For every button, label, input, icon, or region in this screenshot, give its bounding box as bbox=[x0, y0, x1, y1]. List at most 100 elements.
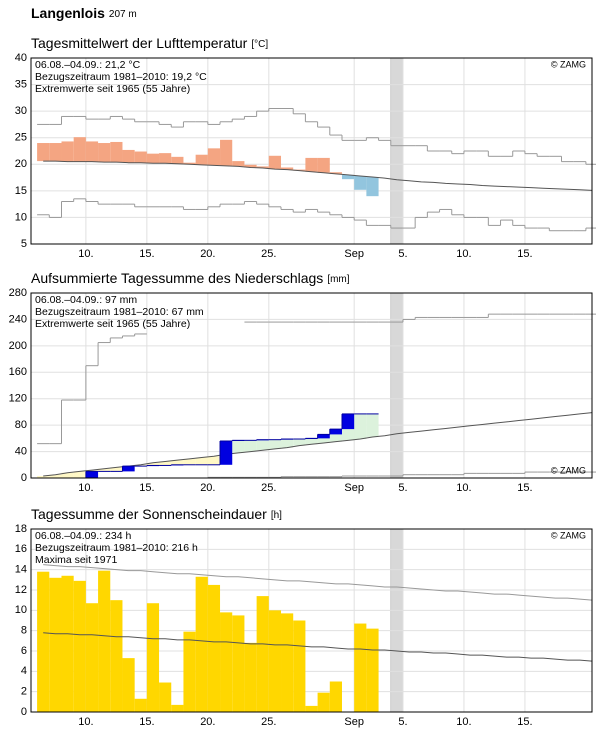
x-tick-label: 10. bbox=[456, 482, 471, 494]
y-tick-label: 14 bbox=[15, 564, 27, 576]
bar bbox=[232, 615, 245, 712]
bar bbox=[366, 628, 379, 712]
deviation-area bbox=[159, 461, 172, 466]
y-tick-label: 8 bbox=[21, 625, 27, 637]
shaded-band bbox=[390, 57, 404, 245]
deviation-area bbox=[61, 472, 74, 478]
y-tick-label: 15 bbox=[15, 185, 27, 197]
x-tick-label: 10. bbox=[78, 482, 93, 494]
bar bbox=[317, 692, 330, 712]
x-tick-label: 5. bbox=[398, 716, 407, 728]
info-line: 06.08.–04.09.: 234 h bbox=[35, 530, 131, 542]
deviation-area bbox=[85, 470, 99, 472]
bar bbox=[134, 698, 147, 712]
title-text: Aufsummierte Tagessumme des Niederschlag… bbox=[31, 270, 323, 286]
anomaly-bar bbox=[49, 143, 62, 162]
anomaly-bar bbox=[293, 169, 306, 171]
deviation-area bbox=[207, 456, 221, 465]
x-tick-label: 15. bbox=[139, 716, 154, 728]
shaded-band bbox=[390, 292, 404, 479]
x-tick-label: 20. bbox=[200, 248, 215, 260]
deviation-area bbox=[146, 462, 160, 466]
anomaly-bar bbox=[134, 151, 147, 163]
bar bbox=[268, 610, 282, 712]
y-tick-label: 25 bbox=[15, 132, 27, 144]
info-line: Bezugszeitraum 1981–2010: 19,2 °C bbox=[35, 71, 207, 83]
anomaly-bar bbox=[183, 162, 196, 165]
y-tick-label: 240 bbox=[9, 313, 27, 325]
title-unit: [h] bbox=[271, 510, 282, 521]
anomaly-bar bbox=[195, 154, 208, 165]
deviation-area bbox=[317, 434, 330, 443]
bar bbox=[256, 596, 269, 712]
x-tick-label: 10. bbox=[456, 716, 471, 728]
info-line: 06.08.–04.09.: 21,2 °C bbox=[35, 59, 141, 71]
x-tick-label: 5. bbox=[398, 482, 407, 494]
chart-title: Tagessumme der Sonnenscheindauer [h] bbox=[31, 506, 282, 522]
title-text: Tagessumme der Sonnenscheindauer bbox=[31, 506, 267, 522]
anomaly-bar bbox=[244, 164, 257, 168]
deviation-area bbox=[110, 467, 123, 472]
y-tick-label: 18 bbox=[15, 523, 27, 535]
y-tick-label: 16 bbox=[15, 543, 27, 555]
bar bbox=[244, 642, 257, 712]
maximum-line bbox=[43, 564, 593, 601]
bar bbox=[293, 620, 306, 712]
copyright: © ZAMG bbox=[551, 530, 586, 540]
bar bbox=[110, 600, 123, 712]
y-tick-label: 12 bbox=[15, 584, 27, 596]
deviation-area bbox=[134, 464, 147, 467]
bar bbox=[207, 584, 221, 712]
y-tick-label: 10 bbox=[15, 211, 27, 223]
chart-title: Aufsummierte Tagessumme des Niederschlag… bbox=[31, 270, 350, 286]
anomaly-bar bbox=[305, 157, 318, 172]
chart: 0 2 4 6 8 10 12 14 16 18 10. 15. 20. 25. Sep 5. 10. 15. Ta… bbox=[15, 506, 593, 728]
normal-line bbox=[43, 412, 593, 477]
anomaly-bar bbox=[281, 167, 294, 170]
y-tick-label: 35 bbox=[15, 78, 27, 90]
bar bbox=[329, 681, 342, 712]
y-tick-label: 200 bbox=[9, 340, 27, 352]
y-tick-label: 6 bbox=[21, 645, 27, 657]
anomaly-bar bbox=[85, 141, 99, 162]
deviation-area bbox=[232, 440, 245, 453]
daily-increase bbox=[317, 434, 330, 439]
y-tick-label: 0 bbox=[21, 706, 27, 718]
bar bbox=[183, 631, 196, 712]
info-line: Bezugszeitraum 1981–2010: 67 mm bbox=[35, 306, 204, 318]
x-tick-label: 15. bbox=[139, 482, 154, 494]
anomaly-bar bbox=[220, 139, 233, 166]
x-tick-label: 15. bbox=[517, 716, 532, 728]
chart-title: Tagesmittelwert der Lufttemperatur [°C] bbox=[31, 35, 268, 51]
anomaly-bar bbox=[341, 174, 355, 180]
daily-increase bbox=[122, 466, 135, 472]
bar bbox=[159, 682, 172, 712]
x-tick-label: 25. bbox=[261, 248, 276, 260]
y-tick-label: 280 bbox=[9, 287, 27, 299]
x-tick-label: Sep bbox=[344, 248, 364, 260]
info-line: Extremwerte seit 1965 (55 Jahre) bbox=[35, 83, 190, 95]
deviation-area bbox=[366, 413, 379, 438]
plot-border bbox=[30, 292, 593, 479]
x-tick-label: 10. bbox=[78, 248, 93, 260]
x-tick-label: 15. bbox=[517, 248, 532, 260]
deviation-area bbox=[305, 438, 318, 445]
title-text: Tagesmittelwert der Lufttemperatur bbox=[31, 35, 248, 51]
anomaly-bar bbox=[73, 137, 86, 162]
bar bbox=[98, 570, 111, 712]
bar bbox=[37, 571, 50, 712]
info-line: Bezugszeitraum 1981–2010: 216 h bbox=[35, 542, 198, 554]
daily-increase bbox=[341, 413, 355, 430]
anomaly-bar bbox=[146, 153, 160, 164]
bar bbox=[281, 613, 294, 712]
bar bbox=[171, 704, 184, 712]
y-tick-label: 30 bbox=[15, 105, 27, 117]
anomaly-bar bbox=[98, 143, 111, 163]
bar bbox=[49, 577, 62, 712]
x-tick-label: 25. bbox=[261, 716, 276, 728]
x-tick-label: 10. bbox=[78, 716, 93, 728]
x-tick-label: 5. bbox=[398, 248, 407, 260]
anomaly-bar bbox=[268, 155, 282, 170]
chart: 0 40 80 120 160 200 240 280 10. 15. 20. 25. Sep 5. 10.… bbox=[9, 270, 596, 494]
